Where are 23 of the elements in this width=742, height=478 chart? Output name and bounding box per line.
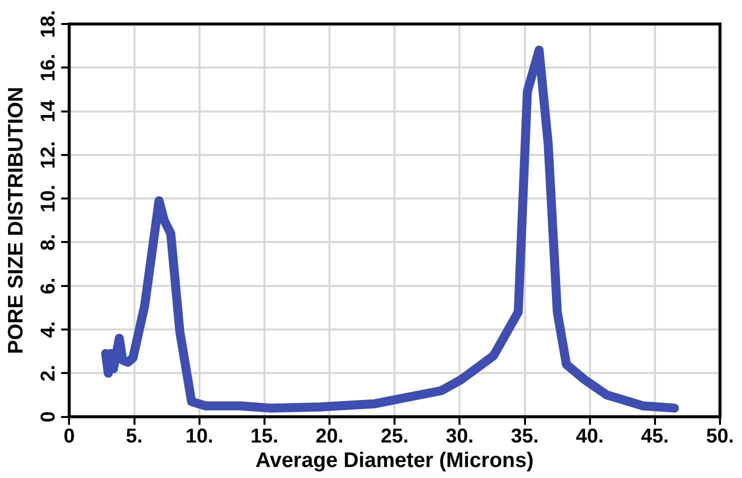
x-tick-label: 45.: [641, 425, 669, 448]
x-tick-label: 0: [64, 425, 75, 448]
x-tick-label: 5.: [126, 425, 143, 448]
y-tick-label: 10.: [38, 184, 60, 212]
y-tick-label: 8.: [38, 234, 60, 251]
y-tick-label: 16.: [38, 54, 60, 82]
x-tick-label: 30.: [446, 425, 474, 448]
y-tick-label: 6.: [38, 278, 60, 294]
x-tick-label: 50.: [706, 425, 734, 448]
y-tick-label: 4.: [38, 321, 60, 338]
x-tick-label: 15.: [250, 425, 278, 448]
x-axis-title: Average Diameter (Microns): [256, 449, 534, 472]
y-tick-label: 12.: [38, 141, 60, 169]
x-tick-label: 10.: [185, 425, 214, 448]
x-tick-label: 35.: [510, 425, 539, 448]
x-tick-label: 25.: [380, 425, 409, 448]
y-tick-label: 2.: [38, 364, 60, 382]
y-tick-label: 0: [38, 411, 60, 422]
y-axis-title: PORE SIZE DISTRIBUTION: [4, 86, 28, 354]
x-tick-label: 40.: [576, 425, 604, 448]
y-tick-label: 18.: [38, 10, 60, 38]
y-tick-label: 14: [38, 99, 60, 122]
x-tick-label: 20.: [316, 425, 344, 448]
